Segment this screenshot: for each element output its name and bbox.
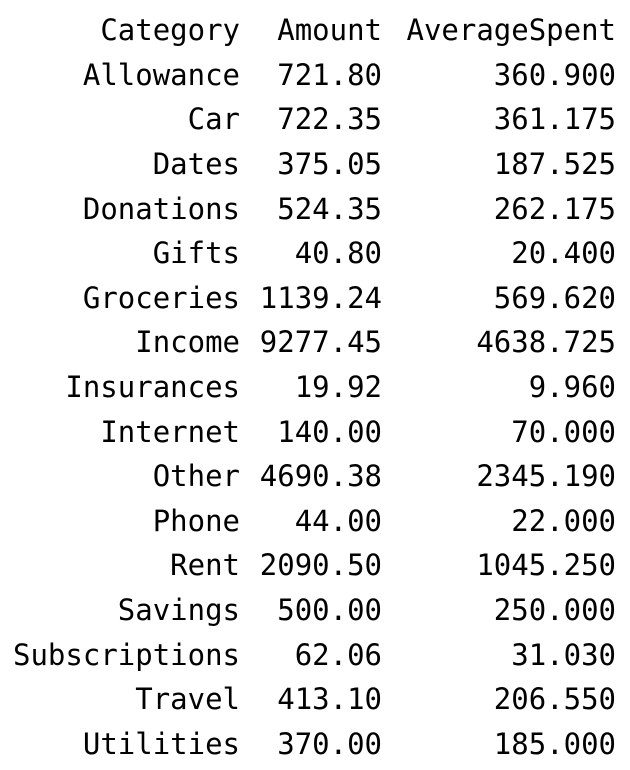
average-spent-cell: 187.525 xyxy=(493,147,616,182)
category-cell: Car xyxy=(187,102,240,137)
category-cell: Donations xyxy=(82,191,240,226)
table-row: Income 9277.45 4638.725 xyxy=(4,320,616,365)
amount-cell: 62.06 xyxy=(294,637,382,672)
header-row: Category Amount AverageSpent xyxy=(4,8,616,53)
category-cell: Gifts xyxy=(152,236,240,271)
amount-cell: 19.92 xyxy=(294,370,382,405)
category-cell: Subscriptions xyxy=(13,637,240,672)
table-row: Savings 500.00 250.000 xyxy=(4,588,616,633)
average-spent-cell: 262.175 xyxy=(493,191,616,226)
average-spent-cell: 4638.725 xyxy=(476,325,616,360)
average-spent-cell: 20.400 xyxy=(511,236,616,271)
average-spent-cell: 9.960 xyxy=(528,370,616,405)
average-spent-cell: 2345.190 xyxy=(476,459,616,494)
amount-cell: 40.80 xyxy=(294,236,382,271)
category-cell: Other xyxy=(152,459,240,494)
category-cell: Internet xyxy=(100,414,240,449)
category-cell: Groceries xyxy=(82,280,240,315)
amount-cell: 370.00 xyxy=(277,726,382,761)
average-spent-cell: 31.030 xyxy=(511,637,616,672)
table-row: Phone 44.00 22.000 xyxy=(4,499,616,544)
table-row: Travel 413.10 206.550 xyxy=(4,677,616,722)
average-spent-cell: 70.000 xyxy=(511,414,616,449)
amount-cell: 413.10 xyxy=(277,682,382,717)
amount-cell: 721.80 xyxy=(277,57,382,92)
average-spent-cell: 22.000 xyxy=(511,503,616,538)
amount-cell: 722.35 xyxy=(277,102,382,137)
category-cell: Travel xyxy=(135,682,240,717)
average-spent-cell: 1045.250 xyxy=(476,548,616,583)
table-row: Insurances 19.92 9.960 xyxy=(4,365,616,410)
category-cell: Savings xyxy=(117,593,240,628)
category-cell: Insurances xyxy=(65,370,240,405)
category-cell: Dates xyxy=(152,147,240,182)
table-row: Dates 375.05 187.525 xyxy=(4,142,616,187)
average-spent-cell: 206.550 xyxy=(493,682,616,717)
table-body: Allowance 721.80 360.900 Car 722.35 361.… xyxy=(4,53,616,767)
average-spent-cell: 250.000 xyxy=(493,593,616,628)
average-spent-cell: 361.175 xyxy=(493,102,616,137)
amount-cell: 2090.50 xyxy=(259,548,382,583)
amount-cell: 4690.38 xyxy=(259,459,382,494)
amount-cell: 500.00 xyxy=(277,593,382,628)
category-cell: Phone xyxy=(152,503,240,538)
table-row: Groceries 1139.24 569.620 xyxy=(4,276,616,321)
amount-cell: 524.35 xyxy=(277,191,382,226)
category-summary-table: Category Amount AverageSpent Allowance 7… xyxy=(4,8,616,766)
amount-cell: 375.05 xyxy=(277,147,382,182)
amount-cell: 140.00 xyxy=(277,414,382,449)
column-header-category: Category xyxy=(100,13,240,48)
category-cell: Utilities xyxy=(82,726,240,761)
amount-cell: 1139.24 xyxy=(259,280,382,315)
table-row: Rent 2090.50 1045.250 xyxy=(4,543,616,588)
average-spent-cell: 185.000 xyxy=(493,726,616,761)
category-cell: Allowance xyxy=(82,57,240,92)
table-row: Utilities 370.00 185.000 xyxy=(4,722,616,767)
category-cell: Rent xyxy=(170,548,240,583)
table-row: Car 722.35 361.175 xyxy=(4,97,616,142)
amount-cell: 44.00 xyxy=(294,503,382,538)
table-row: Other 4690.38 2345.190 xyxy=(4,454,616,499)
table-row: Subscriptions 62.06 31.030 xyxy=(4,632,616,677)
column-header-average-spent: AverageSpent xyxy=(406,13,616,48)
table-row: Allowance 721.80 360.900 xyxy=(4,53,616,98)
table-row: Gifts 40.80 20.400 xyxy=(4,231,616,276)
table-row: Internet 140.00 70.000 xyxy=(4,409,616,454)
category-cell: Income xyxy=(135,325,240,360)
amount-cell: 9277.45 xyxy=(259,325,382,360)
average-spent-cell: 360.900 xyxy=(493,57,616,92)
table-row: Donations 524.35 262.175 xyxy=(4,186,616,231)
column-header-amount: Amount xyxy=(277,13,382,48)
average-spent-cell: 569.620 xyxy=(493,280,616,315)
